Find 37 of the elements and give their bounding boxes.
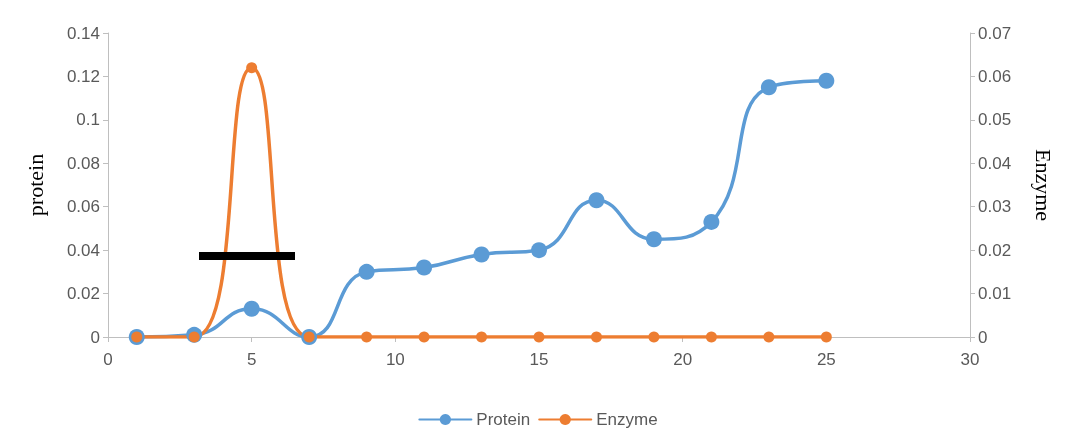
y2-tick-label: 0.02 <box>978 240 1012 260</box>
legend-label: Protein <box>476 410 531 429</box>
y-tick-label: 0.04 <box>66 240 100 260</box>
y2-tick-label: 0.06 <box>978 66 1012 86</box>
y2-tick-label: 0.01 <box>978 284 1012 304</box>
point <box>473 246 490 263</box>
y-tick-label: 0.1 <box>76 110 100 130</box>
y-tick-label: 0.08 <box>66 153 100 173</box>
x-tick-label: 15 <box>529 350 549 369</box>
point <box>818 72 835 89</box>
point <box>243 300 260 317</box>
y2-tick-label: 0 <box>978 327 988 347</box>
y2-tick-label: 0.07 <box>978 23 1012 43</box>
y-tick-label: 0.02 <box>66 284 100 304</box>
x-tick-label: 10 <box>385 350 405 369</box>
y2-tick-label: 0.05 <box>978 110 1012 130</box>
y-tick-label: 0.14 <box>66 23 100 43</box>
x-tick-label: 5 <box>246 350 257 369</box>
point <box>358 263 375 280</box>
point <box>531 242 547 259</box>
y2-tick-label: 0.03 <box>978 197 1012 217</box>
point <box>703 213 720 230</box>
x-tick-label: 0 <box>103 350 113 369</box>
point <box>645 231 662 248</box>
x-tick-label: 30 <box>960 350 980 369</box>
point <box>588 192 605 209</box>
point <box>416 259 433 276</box>
x-tick-label: 25 <box>816 350 836 369</box>
y2-tick-label: 0.04 <box>978 153 1012 173</box>
y-axis-title: protein <box>22 153 48 217</box>
y-tick-label: 0 <box>90 327 100 347</box>
point <box>760 79 777 96</box>
x-tick-label: 20 <box>673 350 693 369</box>
y-tick-label: 0.12 <box>66 66 100 86</box>
y2-axis-title: Enzyme <box>1030 148 1056 222</box>
legend-label: Enzyme <box>596 410 658 429</box>
y-tick-label: 0.06 <box>66 197 100 217</box>
